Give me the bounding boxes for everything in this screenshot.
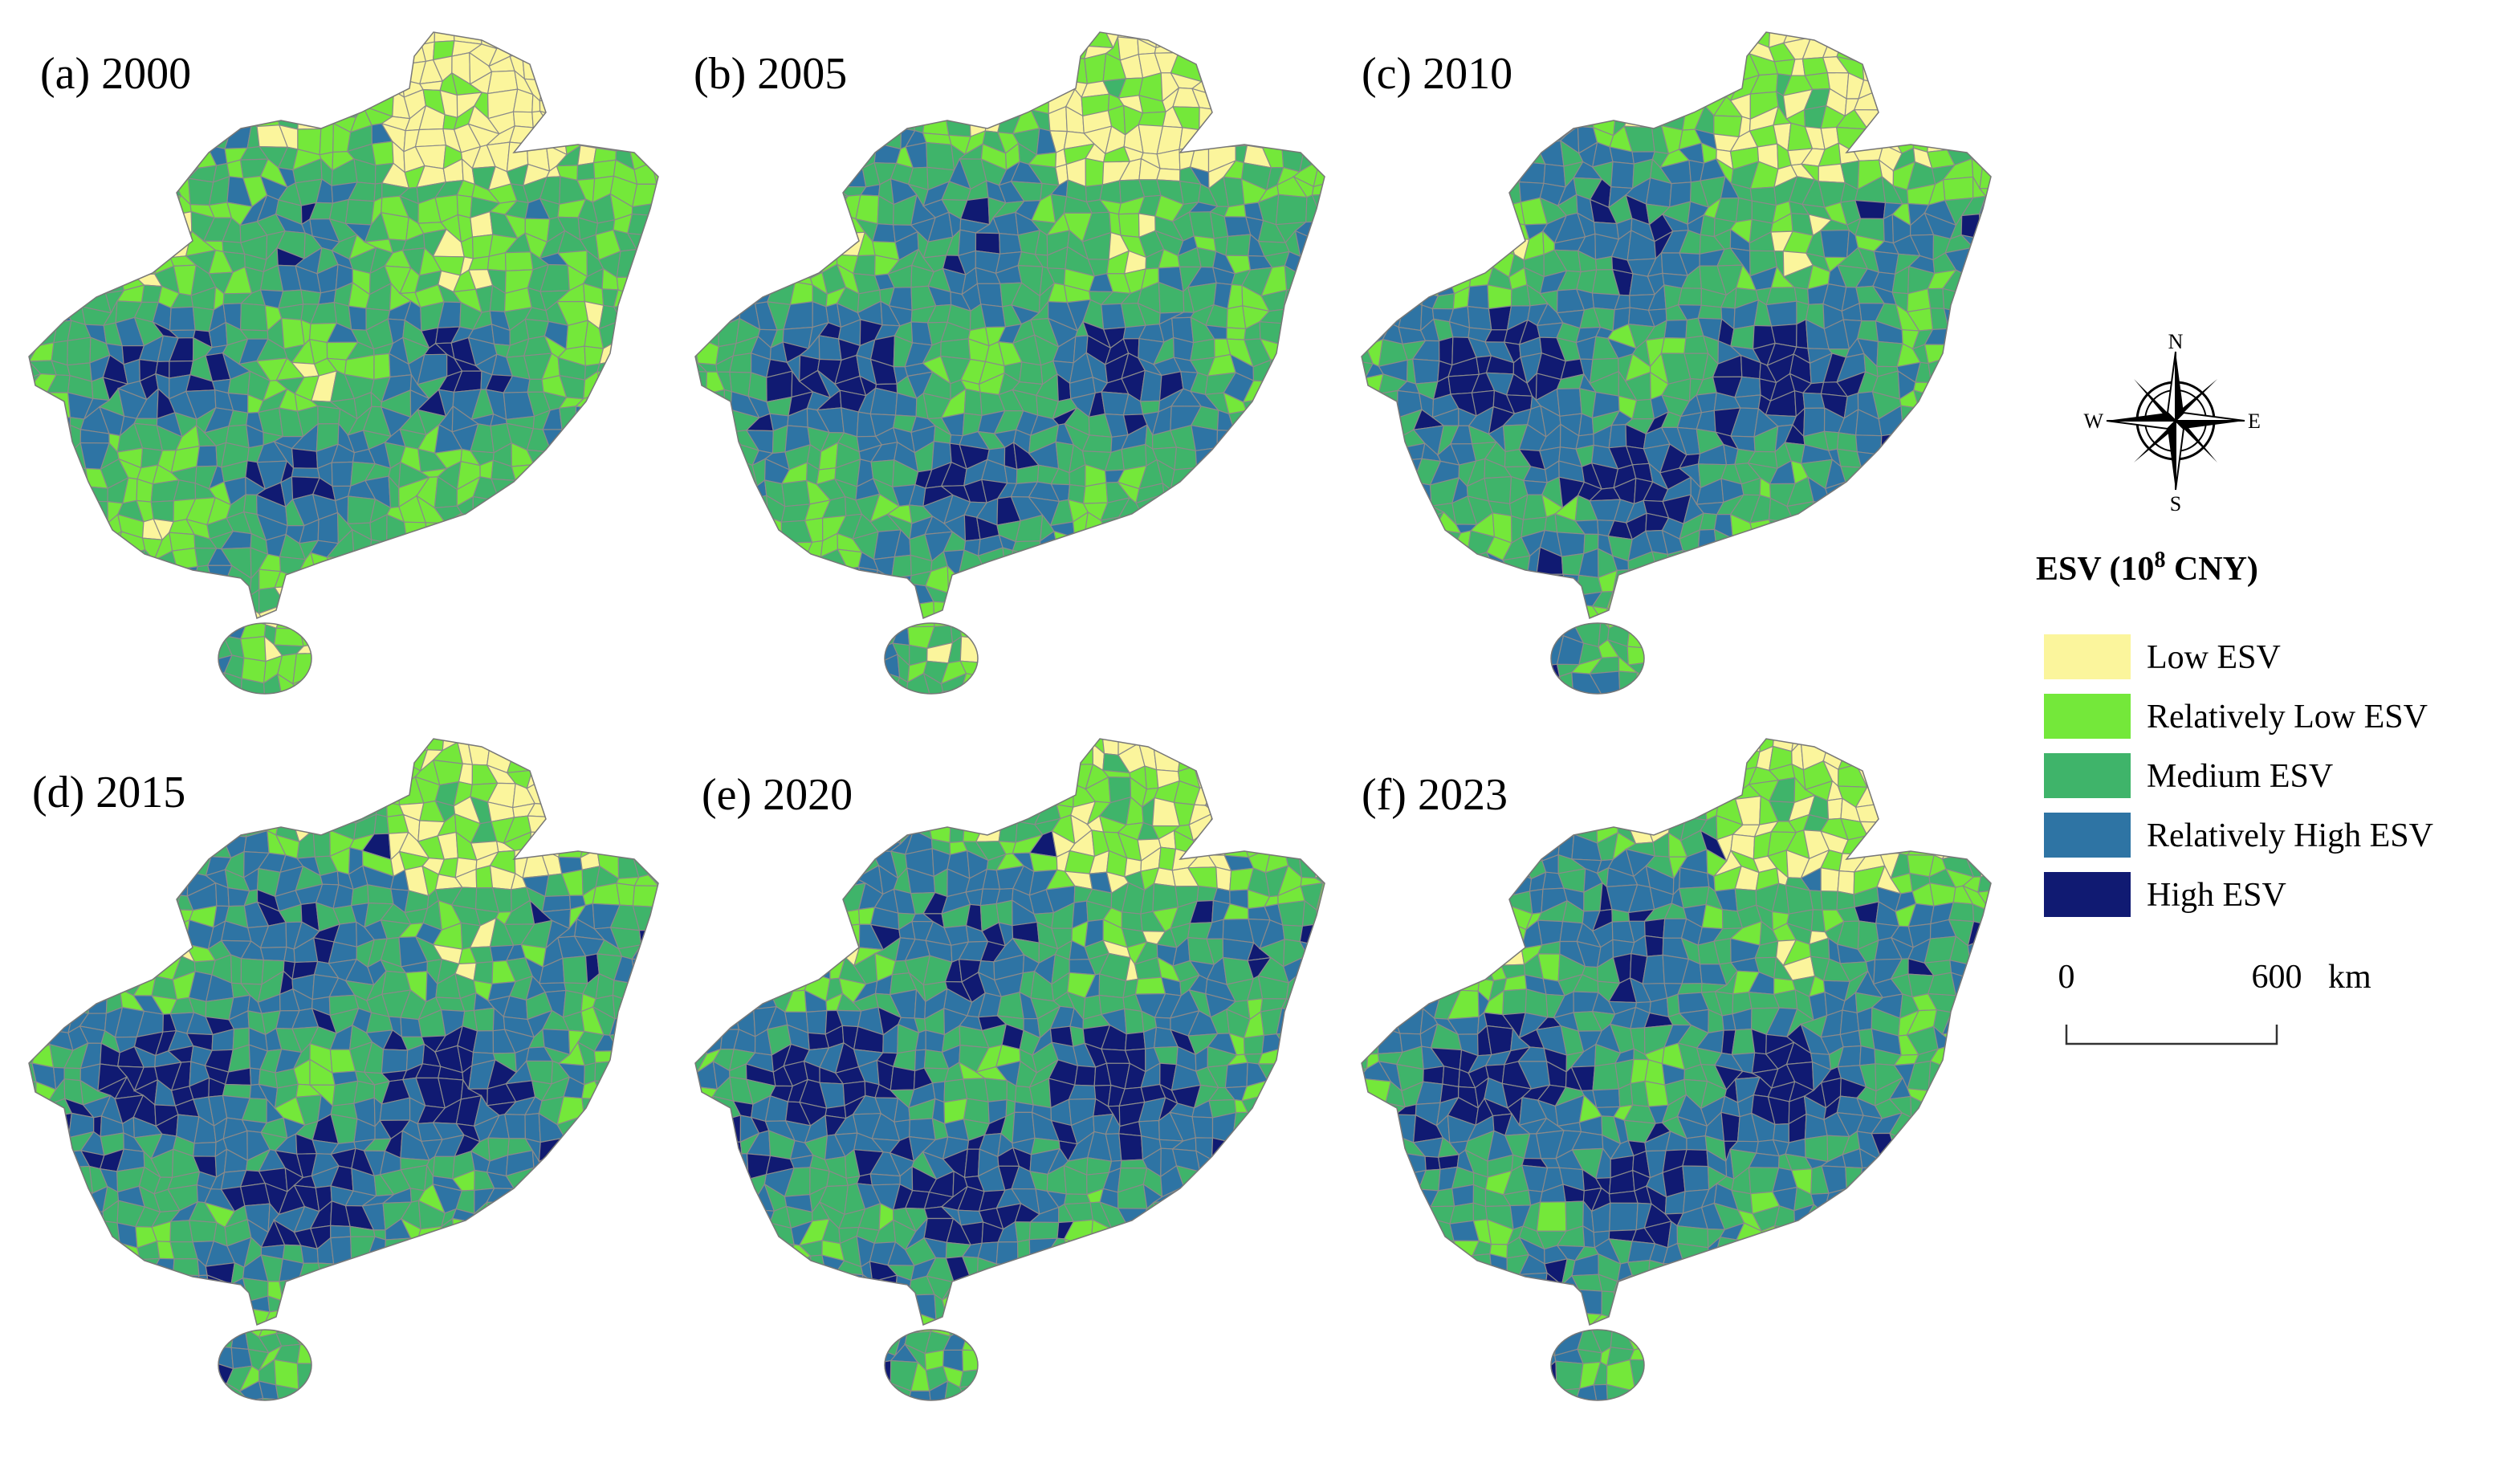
map-unit [348, 305, 367, 331]
map-unit [976, 283, 1004, 308]
map-unit [291, 467, 320, 479]
map-unit [1179, 180, 1202, 206]
map-unit [243, 494, 258, 516]
map-unit [1735, 197, 1753, 223]
map-unit [196, 445, 218, 467]
map-unit [373, 353, 391, 381]
map-unit [1883, 214, 1895, 244]
map-unit [1487, 284, 1512, 310]
map-unit [331, 461, 354, 487]
map-unit [1438, 336, 1454, 366]
panel-label: (c) 2010 [1362, 49, 1512, 99]
map-unit [1663, 319, 1687, 339]
map-unit [67, 336, 92, 366]
map-unit [414, 128, 447, 148]
region-outline [1361, 31, 1992, 695]
map-unit [975, 232, 1001, 255]
map-unit [150, 499, 175, 523]
map-unit [1085, 157, 1105, 187]
map-unit [1610, 161, 1635, 189]
map-unit [781, 479, 811, 507]
map-unit [1467, 284, 1490, 310]
map-unit [504, 251, 534, 271]
map-unit [1927, 287, 1945, 309]
map-unit [300, 289, 322, 305]
map-unit [344, 198, 375, 226]
map-unit [1660, 336, 1687, 354]
map-unit [1191, 424, 1219, 451]
map-unit [1556, 532, 1586, 557]
map-unit [263, 673, 283, 694]
map-unit [169, 306, 196, 332]
map-unit [512, 111, 534, 128]
map-unit [905, 672, 932, 694]
map-unit [1820, 229, 1850, 259]
map-unit [980, 304, 1007, 328]
panel-label: (d) 2015 [32, 768, 185, 817]
map-unit [729, 353, 752, 373]
map-unit [1275, 194, 1308, 226]
panel-label: (b) 2005 [694, 49, 847, 99]
map-unit [1713, 115, 1743, 138]
map-unit [926, 141, 955, 171]
map-unit [1190, 338, 1215, 361]
map-unit [371, 141, 394, 166]
map-unit [869, 387, 898, 416]
map-unit [963, 388, 983, 417]
map-unit [1645, 177, 1672, 208]
panel-label: (a) 2000 [40, 49, 191, 99]
map-unit [1084, 52, 1107, 84]
map-unit [317, 405, 341, 425]
map-unit [1608, 423, 1627, 449]
map-unit [1836, 432, 1858, 453]
map-unit [1942, 176, 1974, 202]
map-unit [1082, 482, 1109, 504]
map-unit [1174, 446, 1198, 471]
map-unit [1730, 324, 1755, 350]
region-outline [694, 31, 1325, 695]
map-unit [1019, 361, 1044, 385]
map-unit [456, 194, 473, 219]
map-unit [281, 317, 305, 350]
map-unit [1156, 168, 1181, 182]
map-unit [1556, 388, 1582, 417]
map-unit [239, 303, 268, 332]
map-unit [890, 554, 912, 579]
map-unit [576, 162, 596, 181]
map-unit [1697, 304, 1723, 320]
map-unit [1226, 327, 1247, 340]
map-unit [1311, 179, 1325, 196]
map-unit [1765, 300, 1797, 327]
map-unit [1138, 111, 1166, 127]
region-outline [28, 31, 659, 695]
map-unit [1978, 187, 1991, 207]
map-unit [63, 1067, 82, 1082]
map-unit [1677, 287, 1703, 306]
map-unit [1467, 305, 1492, 331]
map-unit [291, 447, 319, 469]
map-unit [1118, 213, 1140, 238]
map-unit [1854, 199, 1887, 220]
map-unit [1484, 475, 1512, 504]
map-unit [527, 378, 544, 393]
map-unit [1412, 358, 1440, 385]
map-unit [1225, 234, 1252, 257]
